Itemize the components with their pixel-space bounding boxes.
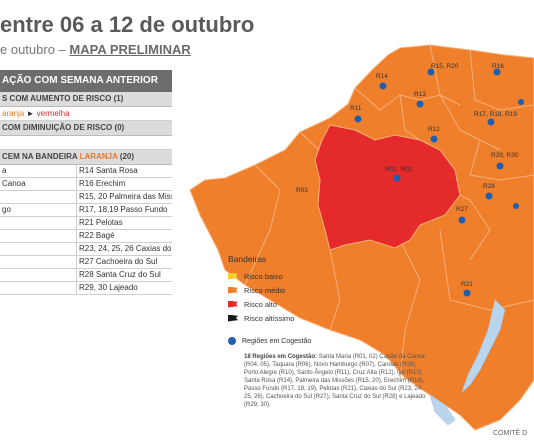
increase-row: aranja ► vermelha [0,107,172,121]
legend-label: Risco baixo [244,271,283,281]
page-subtitle: e outubro – MAPA PRELIMINAR [0,42,191,57]
table-row: go R17, 18,19 Passo Fundo [0,203,172,217]
page-title: entre 06 a 12 de outubro [0,12,255,37]
red-flag-icon [228,300,238,308]
table-cell: R29, 30 Lajeado [76,281,172,295]
legend-item: Risco baixo [228,269,418,283]
legend-title: Bandeiras [228,254,267,264]
table-cell: R27 Cachoeira do Sul [76,255,172,269]
stay-header-prefix: CEM NA BANDEIRA [2,152,78,161]
lagoa-mirim [429,394,456,426]
black-flag-icon [228,314,238,322]
cogestao-legend: Regiões em Cogestão [228,337,418,345]
cogestao-description: 18 Regiões em Cogestão: Santa Maria (R01… [244,353,429,409]
yellow-flag-icon [228,272,238,280]
table-cell: R15, 20 Palmeira das Missões [76,190,172,204]
table-row: a R14 Santa Rosa [0,165,172,178]
table-cell: a [0,165,77,178]
footer-credit: COMITÊ D [493,430,528,437]
legend-label: Risco alto [244,299,277,309]
table-row: R21 Pelotas [0,216,172,230]
subtitle-prefix: e outubro – [0,42,66,57]
from-flag: aranja [2,109,25,118]
legend-item: Risco médio [228,283,418,297]
legend-item: Risco altíssimo [228,311,418,325]
region-label-r13: R13 [414,91,426,98]
region-label-r14: R14 [376,73,388,80]
table-row: R28 Santa Cruz do Sul [0,268,172,282]
table-cell: R14 Santa Rosa [76,165,172,178]
table-cell [0,255,77,269]
table-row: R27 Cachoeira do Sul [0,255,172,269]
table-row: Canoa R16 Erechim [0,177,172,191]
region-label-r12: R12 [428,126,440,133]
table-cell [0,281,77,295]
table-cell: Canoa [0,177,77,191]
stay-header: CEM NA BANDEIRA LARANJA (20) [0,150,172,165]
risk-summary-panel: AÇÃO COM SEMANA ANTERIOR S COM AUMENTO D… [0,70,172,295]
map-legend: Bandeiras Risco baixo Risco médio Risco … [228,254,425,409]
orange-flag-icon [228,286,238,294]
cogestao-icon [228,337,236,345]
table-cell: R23, 24, 25, 26 Caxias do Sul [76,242,172,256]
to-flag: vermelha [36,109,70,118]
region-label-r11: R11 [350,105,362,112]
decrease-header: COM DIMINUIÇÃO DE RISCO (0) [0,121,172,136]
table-cell: R17, 18,19 Passo Fundo [76,203,172,217]
region-label-r17-r18-r19: R17, R18, R19 [474,111,517,118]
decrease-row [0,136,172,150]
region-label-r16: R16 [492,63,504,70]
region-label-r03: R03 [296,187,308,194]
table-cell [0,268,77,282]
cogestao-label: Regiões em Cogestão [242,337,312,345]
region-label-r15-r20: R15, R20 [431,63,459,70]
region-labels: R14 R15, R20 R16 R13 R11 R17, R18, R19 R… [296,63,519,288]
region-label-r28: R28 [483,183,495,190]
region-label-r29-r30: R29, R30 [491,152,519,159]
stay-header-suffix: (20) [119,152,135,161]
region-label-r27: R27 [456,206,468,213]
table-cell [0,242,77,256]
table-row: R23, 24, 25, 26 Caxias do Sul [0,242,172,256]
increase-header: S COM AUMENTO DE RISCO (1) [0,92,172,107]
table-cell: R28 Santa Cruz do Sul [76,268,172,282]
table-cell [0,216,77,230]
region-label-r21: R21 [461,281,473,288]
comparison-header: AÇÃO COM SEMANA ANTERIOR [0,70,172,92]
legend-label: Risco médio [244,285,286,295]
table-row: R15, 20 Palmeira das Missões [0,190,172,204]
table-cell: R16 Erechim [76,177,172,191]
table-row: R29, 30 Lajeado [0,281,172,295]
table-cell: R22 Bagé [76,229,172,243]
stay-header-color: LARANJA [79,152,118,161]
legend-label: Risco altíssimo [244,313,295,323]
table-cell [0,229,77,243]
region-label-r01-r02: R01, R02 [385,166,413,173]
region-red-r01-r02 [314,124,461,251]
cogestao-markers [354,68,524,297]
cogestao-text: Santa Maria (R01, 02) Capão da Canoa (R0… [244,354,426,408]
table-cell [0,190,77,204]
lagoa-dos-patos [461,299,506,393]
arrow-icon: ► [26,109,35,118]
table-cell: go [0,203,77,217]
preliminary-map-link[interactable]: MAPA PRELIMINAR [69,42,191,57]
stay-table: a R14 Santa Rosa Canoa R16 Erechim R15, 20… [0,165,172,295]
cogestao-title: 18 Regiões em Cogestão: [244,354,318,360]
legend-item: Risco alto [228,297,418,311]
table-row: R22 Bagé [0,229,172,243]
table-cell: R21 Pelotas [76,216,172,230]
